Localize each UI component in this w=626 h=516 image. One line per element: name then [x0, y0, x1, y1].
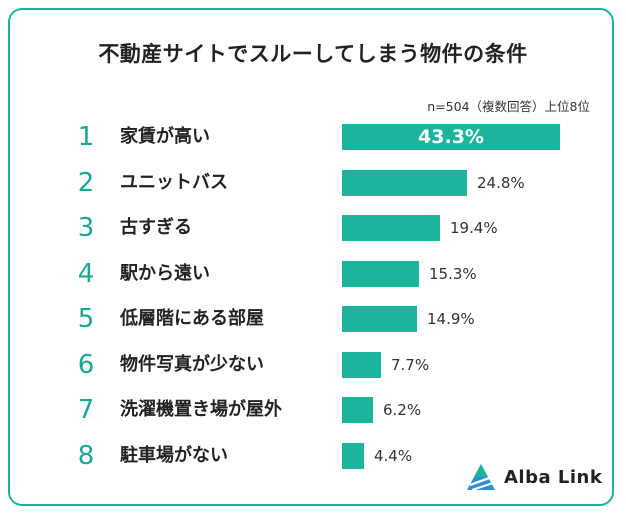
brand-logo: Alba Link [466, 460, 602, 494]
rank-number: 8 [77, 440, 95, 471]
bar [342, 169, 467, 196]
category-label: 駐車場がない [120, 444, 228, 466]
value-label: 6.2% [383, 401, 422, 419]
value-label: 15.3% [429, 264, 477, 283]
bar [342, 260, 419, 287]
rank-number: 1 [77, 122, 95, 152]
sample-note: n=504（複数回答）上位8位 [427, 99, 590, 114]
rank-number: 7 [77, 395, 95, 425]
category-label: 物件写真が少ない [120, 353, 264, 375]
value-label: 43.3% [418, 126, 484, 148]
category-label: 家賃が高い [120, 126, 210, 147]
bar [342, 442, 364, 469]
category-label: ユニットバス [120, 171, 228, 193]
bar [342, 306, 417, 332]
value-label: 4.4% [374, 446, 413, 465]
value-label: 24.8% [477, 173, 525, 192]
bar-row: 5 低層階にある部屋 14.9% [0, 302, 626, 336]
rank-number: 4 [77, 258, 95, 289]
category-label: 古すぎる [120, 217, 192, 238]
rank-number: 5 [77, 304, 95, 334]
category-label: 駅から遠い [120, 262, 210, 284]
rank-number: 2 [77, 167, 95, 198]
bar [342, 351, 381, 378]
bar-row: 6 物件写真が少ない 7.7% [0, 348, 626, 382]
value-label: 19.4% [450, 219, 498, 237]
bar-row: 8 駐車場がない 4.4% [0, 439, 626, 473]
rank-number: 3 [77, 213, 95, 243]
bar-row: 3 古すぎる 19.4% [0, 211, 626, 245]
category-label: 洗濯機置き場が屋外 [120, 399, 282, 420]
chart-frame [8, 8, 614, 506]
bar-row: 2 ユニットバス 24.8% [0, 166, 626, 200]
bar-row: 1 家賃が高い 43.3% [0, 120, 626, 154]
bar-row: 4 駅から遠い 15.3% [0, 257, 626, 291]
bar [342, 215, 440, 241]
rank-number: 6 [77, 349, 95, 380]
brand-name: Alba Link [504, 466, 603, 488]
category-label: 低層階にある部屋 [120, 308, 264, 329]
bar [342, 397, 373, 423]
value-label: 7.7% [391, 355, 430, 374]
bar [342, 124, 560, 150]
triangle-logo-icon [467, 464, 495, 491]
chart-title: 不動産サイトでスルーしてしまう物件の条件 [98, 42, 528, 66]
bar-row: 7 洗濯機置き場が屋外 6.2% [0, 393, 626, 427]
value-label: 14.9% [427, 310, 475, 328]
